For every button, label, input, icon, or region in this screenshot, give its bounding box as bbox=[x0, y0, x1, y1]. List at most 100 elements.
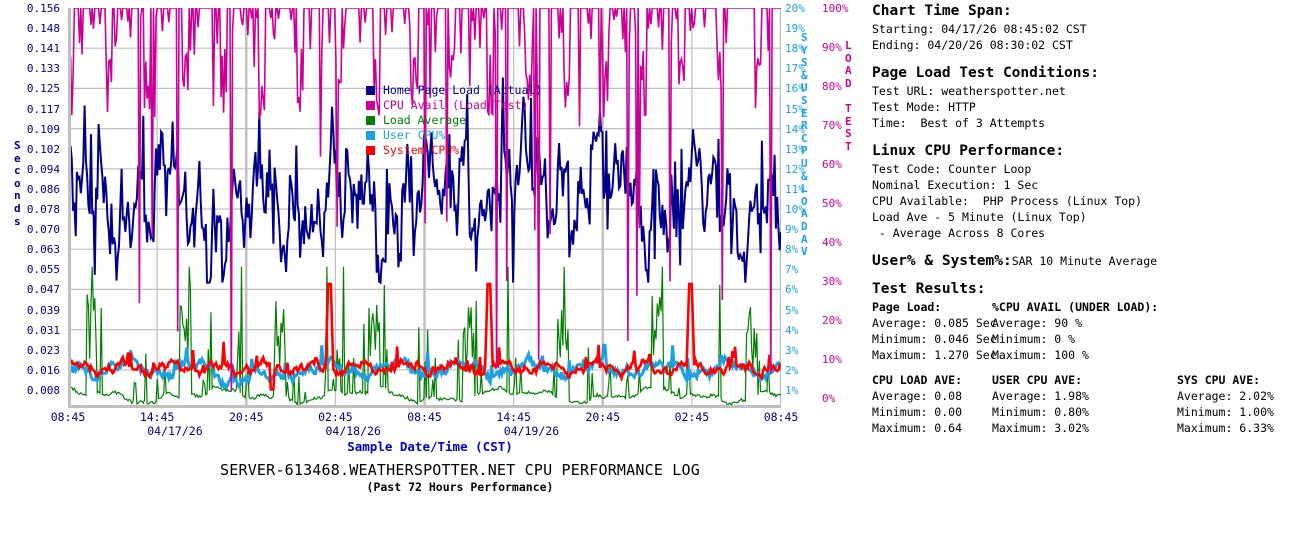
cpu-performance-chart: 0.156 0.148 0.141 0.133 0.125 0.117 0.109 0.102… bbox=[14, 2, 852, 494]
linux-cpu-heading: Linux CPU Performance: bbox=[872, 143, 1065, 159]
sys-cpu-ave-average: Average: 2.02% bbox=[1177, 389, 1274, 403]
results-user-cpu-ave-column: USER CPU AVE: Average: 1.98% Minimum: 0.… bbox=[992, 372, 1177, 436]
user-system-line: User% & System%:SAR 10 Minute Average bbox=[872, 250, 1300, 269]
y-tick-left: 0.063 bbox=[26, 243, 60, 257]
chart-title: SERVER-613468.WEATHERSPOTTER.NET CPU PER… bbox=[220, 461, 700, 479]
time-span-heading: Chart Time Span: bbox=[872, 3, 1012, 19]
y-tick-left: 0.047 bbox=[26, 283, 60, 297]
legend-label: CPU Avail (Load Test) bbox=[383, 97, 529, 112]
time-span-ending: Ending: 04/20/26 08:30:02 CST bbox=[872, 38, 1073, 52]
y-tick-left: 0.117 bbox=[26, 102, 60, 116]
y-tick-inner-right: 3% bbox=[785, 343, 799, 357]
legend-item: Load Average bbox=[366, 113, 542, 128]
x-date-label: 04/19/26 bbox=[503, 424, 560, 438]
sys-cpu-ave-heading: SYS CPU AVE: bbox=[1177, 373, 1261, 387]
sys-cpu-ave-maximum: Maximum: 6.33% bbox=[1177, 421, 1274, 435]
chart-subtitle: (Past 72 Hours Performance) bbox=[366, 480, 554, 494]
y-tick-outer-right: 50% bbox=[822, 197, 842, 210]
page-load-test-url: Test URL: weatherspotter.net bbox=[872, 84, 1066, 98]
user-cpu-ave-maximum: Maximum: 3.02% bbox=[992, 421, 1089, 435]
cpu-avail-heading: %CPU AVAIL (UNDER LOAD): bbox=[992, 300, 1159, 314]
cpu-load-ave-heading: CPU LOAD AVE: bbox=[872, 373, 963, 387]
results-sys-cpu-ave-column: SYS CPU AVE: Average: 2.02% Minimum: 1.0… bbox=[1177, 372, 1297, 436]
user-cpu-ave-average: Average: 1.98% bbox=[992, 389, 1089, 403]
legend-item: System CPU% bbox=[366, 143, 542, 158]
page-load-average: Average: 0.085 Sec bbox=[872, 316, 997, 330]
legend-item: User CPU% bbox=[366, 128, 542, 143]
results-row-2: CPU LOAD AVE: Average: 0.08 Minimum: 0.0… bbox=[872, 372, 1300, 436]
x-tick: 08:45 bbox=[407, 410, 442, 424]
x-tick: 20:45 bbox=[228, 410, 264, 424]
y-tick-inner-right: 18% bbox=[785, 42, 805, 56]
y-tick-inner-right: 5% bbox=[785, 303, 799, 317]
legend-swatch-icon bbox=[366, 146, 375, 155]
user-cpu-ave-heading: USER CPU AVE: bbox=[992, 373, 1083, 387]
y-tick-left: 0.086 bbox=[26, 182, 60, 196]
time-span-starting: Starting: 04/17/26 08:45:02 CST bbox=[872, 22, 1087, 36]
x-date-label: 04/18/26 bbox=[325, 424, 381, 438]
page-load-test-mode: Test Mode: HTTP bbox=[872, 100, 976, 114]
legend-swatch-icon bbox=[366, 101, 375, 110]
y-tick-inner-right: 16% bbox=[785, 82, 805, 96]
plot-area bbox=[68, 8, 781, 408]
results-cpu-avail-column: %CPU AVAIL (UNDER LOAD): Average: 90 % M… bbox=[992, 299, 1177, 363]
y-tick-left: 0.008 bbox=[26, 383, 60, 397]
sys-cpu-ave-minimum: Minimum: 1.00% bbox=[1177, 405, 1274, 419]
y-tick-left: 0.023 bbox=[26, 343, 60, 357]
plot-frame bbox=[68, 8, 781, 408]
page-load-time: Time: Best of 3 Attempts bbox=[872, 116, 1046, 130]
y-tick-left: 0.055 bbox=[26, 263, 60, 277]
legend-swatch-icon bbox=[366, 116, 375, 125]
y-tick-inner-right: 7% bbox=[785, 263, 799, 277]
y-tick-inner-right: 9% bbox=[785, 223, 799, 237]
plot-svg bbox=[68, 8, 781, 408]
y-tick-left: 0.148 bbox=[26, 22, 60, 36]
y-tick-left: 0.125 bbox=[26, 82, 60, 96]
results-page-load-column: Page Load: Average: 0.085 Sec Minimum: 0… bbox=[872, 299, 997, 363]
linux-cpu-available: CPU Available: PHP Process (Linux Top) bbox=[872, 194, 1143, 208]
y-tick-left: 0.039 bbox=[26, 303, 60, 317]
x-tick: 14:45 bbox=[139, 410, 175, 424]
cpu-avail-maximum: Maximum: 100 % bbox=[992, 348, 1089, 362]
y-tick-outer-right: 30% bbox=[822, 275, 842, 288]
x-tick: 08:45 bbox=[50, 410, 86, 424]
y-tick-inner-right: 4% bbox=[785, 323, 799, 337]
linux-cpu-cores: - Average Across 8 Cores bbox=[872, 226, 1046, 240]
y-tick-left: 0.141 bbox=[26, 42, 60, 56]
legend-label: System CPU% bbox=[383, 142, 460, 157]
x-date-label: 04/17/26 bbox=[147, 424, 203, 438]
y-tick-inner-right: 17% bbox=[785, 62, 805, 76]
results-cpu-load-ave-column: CPU LOAD AVE: Average: 0.08 Minimum: 0.0… bbox=[872, 372, 992, 436]
y-tick-inner-right: 12% bbox=[785, 162, 805, 176]
cpu-load-ave-average: Average: 0.08 bbox=[872, 389, 963, 403]
y-tick-left: 0.078 bbox=[26, 203, 60, 216]
y-tick-left: 0.156 bbox=[26, 2, 60, 15]
cpu-avail-minimum: Minimum: 0 % bbox=[992, 332, 1076, 346]
y-tick-left: 0.031 bbox=[26, 323, 60, 337]
y-tick-left: 0.070 bbox=[26, 223, 60, 237]
x-axis-title: Sample Date/Time (CST) bbox=[347, 439, 513, 454]
y-tick-inner-right: 8% bbox=[785, 243, 799, 257]
legend-label: User CPU% bbox=[383, 127, 446, 142]
y-tick-inner-right: 13% bbox=[785, 142, 805, 156]
info-panel: Chart Time Span: Starting: 04/17/26 08:4… bbox=[872, 0, 1300, 550]
y-tick-inner-right: 1% bbox=[785, 383, 799, 397]
legend-label: Home Page Load (Actual) bbox=[383, 82, 543, 97]
y-tick-inner-right: 2% bbox=[785, 363, 799, 377]
y-tick-outer-right: 90% bbox=[822, 41, 842, 54]
y-tick-inner-right: 6% bbox=[785, 283, 799, 297]
y-tick-outer-right: 80% bbox=[822, 80, 842, 93]
page-load-conditions-heading: Page Load Test Conditions: bbox=[872, 65, 1099, 81]
y-tick-inner-right: 20% bbox=[785, 2, 805, 15]
y-tick-left: 0.016 bbox=[26, 363, 60, 377]
x-tick: 02:45 bbox=[318, 410, 353, 424]
linux-cpu-nominal-execution: Nominal Execution: 1 Sec bbox=[872, 178, 1039, 192]
user-cpu-ave-minimum: Minimum: 0.80% bbox=[992, 405, 1089, 419]
user-system-heading: User% & System%: bbox=[872, 253, 1012, 269]
page-load-maximum: Maximum: 1.270 Sec bbox=[872, 348, 997, 362]
y-tick-inner-right: 14% bbox=[785, 122, 805, 136]
page-load-heading: Page Load: bbox=[872, 300, 942, 314]
y-tick-outer-right: 100% bbox=[822, 2, 849, 15]
legend-item: Home Page Load (Actual) bbox=[366, 83, 542, 98]
y-tick-outer-right: 20% bbox=[822, 314, 842, 327]
